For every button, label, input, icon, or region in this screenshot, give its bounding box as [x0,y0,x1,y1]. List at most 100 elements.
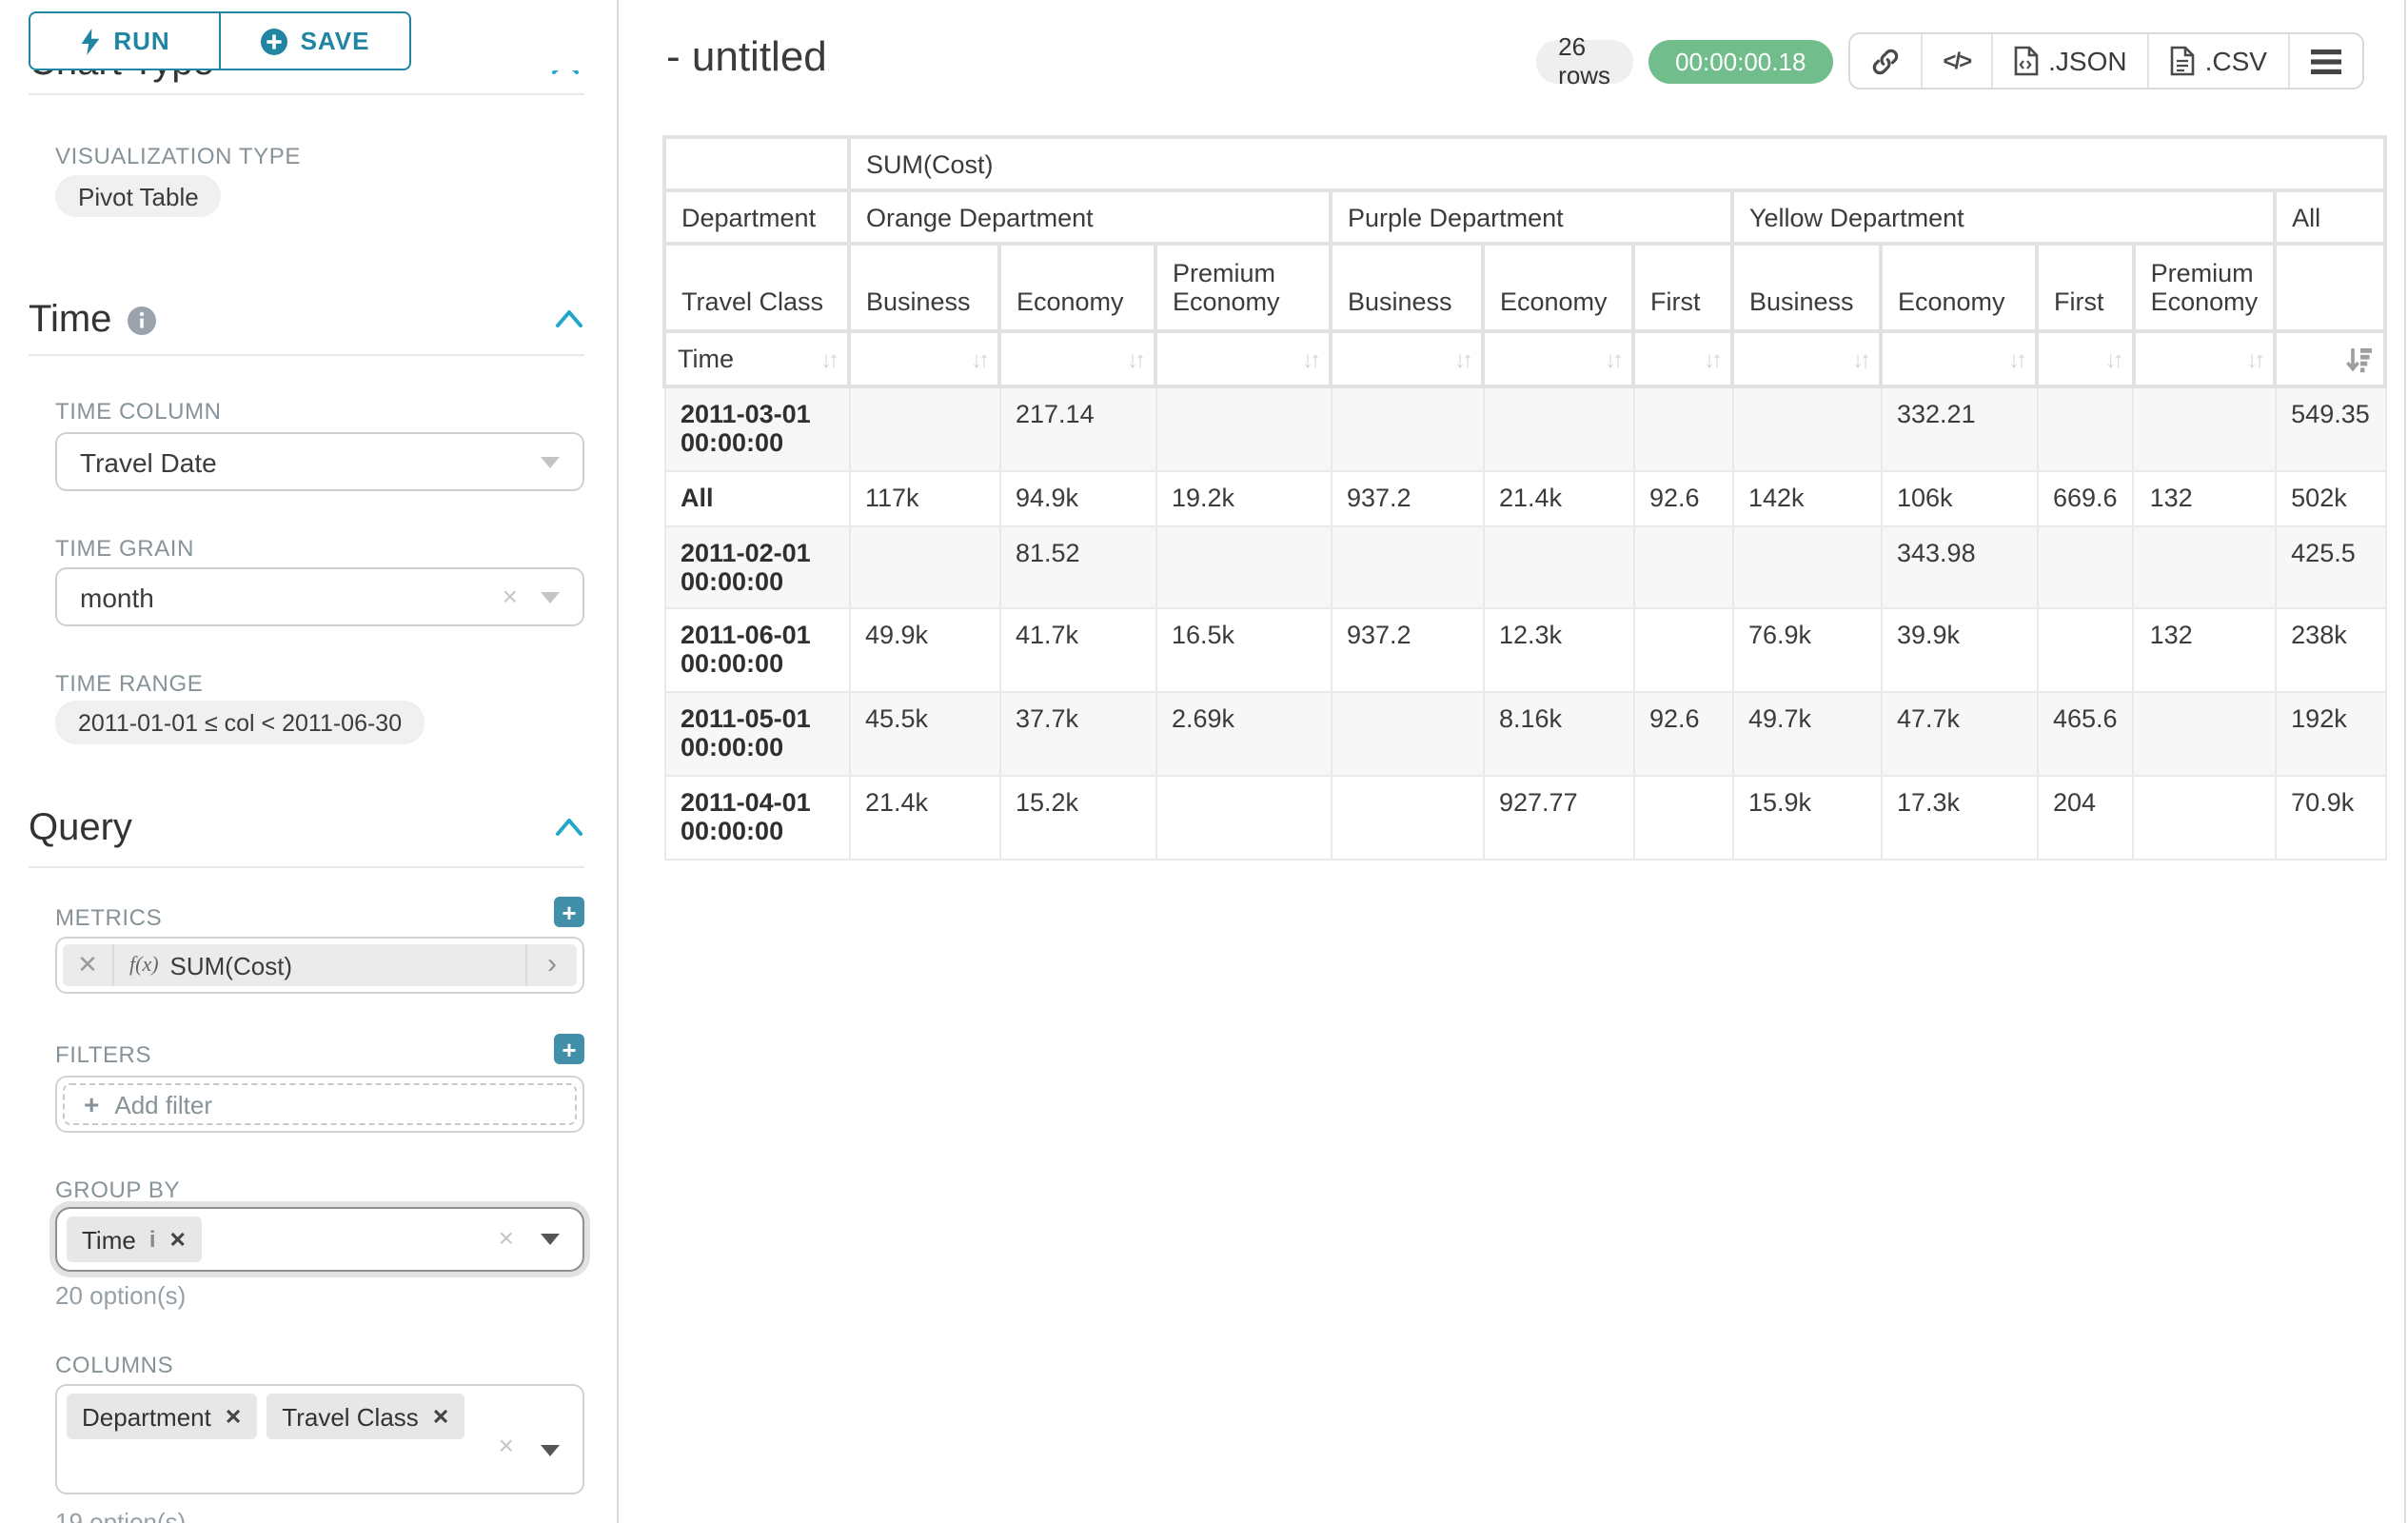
value-cell [1732,525,1881,607]
column-sort-cell[interactable]: ↓↑ [1483,331,1633,386]
option-pill[interactable]: Timei✕ [67,1216,202,1262]
option-pill[interactable]: Department ✕ [67,1394,257,1439]
scrollbar-track[interactable] [2404,0,2406,1523]
add-filter-plus-button[interactable]: + [554,1034,584,1064]
chevron-down-icon [541,1234,560,1245]
section-divider [29,354,584,356]
chart-title[interactable]: - untitled [666,32,827,82]
value-cell: 927.77 [1483,775,1633,859]
export-csv-button[interactable]: .CSV [2148,34,2288,88]
lightning-icon [79,28,100,54]
clear-icon[interactable]: × [499,1430,514,1460]
column-sort-cell[interactable]: ↓↑ [1881,331,2037,386]
time-collapse-icon[interactable] [556,310,582,327]
time-column-label: TIME COLUMN [55,398,222,425]
value-cell: 41.7k [999,607,1155,691]
sort-icon: ↓↑ [820,346,836,372]
department-header-row: Department Orange DepartmentPurple Depar… [664,190,2386,244]
save-button[interactable]: SAVE [219,13,409,69]
value-cell [1331,386,1483,470]
column-sort-cell[interactable]: ↓↑ [1155,331,1331,386]
value-cell: 39.9k [1881,607,2037,691]
remove-option-icon[interactable]: ✕ [225,1404,242,1429]
row-key-cell: 2011-03-01 00:00:00 [664,386,849,470]
value-cell [849,525,999,607]
value-cell: 49.7k [1732,691,1881,775]
file-code-icon [2014,46,2039,76]
sort-icon: ↓↑ [1454,346,1470,372]
add-filter-label: Add filter [114,1090,212,1118]
chevron-down-icon [541,591,560,603]
chevron-right-icon[interactable]: › [525,944,577,986]
json-button-label: .JSON [2048,46,2126,76]
link-icon [1870,47,1899,75]
explore-page: Chart Type RUN SAVE VISUALIZATION TYPE P… [0,0,2408,1523]
copy-link-button[interactable] [1849,34,1920,88]
column-sort-cell[interactable]: ↓↑ [1633,331,1732,386]
sort-icon: ↓↑ [1127,346,1142,372]
time-range-pill[interactable]: 2011-01-01 ≤ col < 2011-06-30 [55,701,424,744]
remove-metric-icon[interactable]: ✕ [63,944,114,986]
code-icon: </> [1943,48,1970,74]
menu-button[interactable] [2288,34,2362,88]
option-pill[interactable]: Travel Class✕ [266,1394,464,1439]
value-cell: 465.6 [2037,691,2134,775]
table-row: 2011-04-01 00:00:0021.4k15.2k927.7715.9k… [664,775,2386,859]
time-column-select[interactable]: Travel Date [55,432,584,491]
row-dimension-sort-cell[interactable]: Time ↓↑ [664,331,849,386]
column-sort-cell[interactable]: ↓↑ [2134,331,2276,386]
time-range-label: TIME RANGE [55,670,203,697]
value-cell: 106k [1881,470,2037,525]
table-row: 2011-06-01 00:00:0049.9k41.7k16.5k937.21… [664,607,2386,691]
add-filter-button[interactable]: + Add filter [63,1083,577,1125]
export-json-button[interactable]: .JSON [1991,34,2147,88]
sort-row: Time ↓↑ ↓↑↓↑↓↑↓↑↓↑↓↑↓↑↓↑↓↑↓↑ [664,331,2386,386]
travel-class-header: Business [849,244,999,331]
remove-option-icon[interactable]: ✕ [169,1227,187,1252]
metrics-label: METRICS [55,904,162,931]
option-pill-label: Department [82,1402,211,1431]
columns-select[interactable]: Department✕Travel Class✕ × [55,1384,584,1494]
value-cell: 2.69k [1155,691,1331,775]
remove-option-icon[interactable]: ✕ [432,1404,449,1429]
time-grain-label: TIME GRAIN [55,535,194,562]
metric-name: SUM(Cost) [170,951,293,979]
column-sort-cell[interactable]: ↓↑ [1331,331,1483,386]
value-cell: 37.7k [999,691,1155,775]
value-cell [1483,386,1633,470]
value-cell [2037,386,2134,470]
row-key-cell: 2011-06-01 00:00:00 [664,607,849,691]
column-sort-cell[interactable]: ↓↑ [849,331,999,386]
value-cell: 49.9k [849,607,999,691]
row-count-badge: 26 rows [1535,39,1633,83]
sub-dimension-cell: Travel Class [664,244,849,331]
column-sort-cell[interactable]: ↓↑ [2037,331,2134,386]
time-section-header[interactable]: Time [29,299,155,343]
value-cell: 132 [2134,470,2276,525]
visualization-type-label: VISUALIZATION TYPE [55,143,301,169]
value-cell [2134,525,2276,607]
column-sort-cell[interactable] [2275,331,2386,386]
travel-class-header-row: Travel Class Business Economy Premium Econ… [664,244,2386,331]
time-grain-select[interactable]: month × [55,567,584,626]
value-cell [1155,525,1331,607]
department-group-header: Purple Department [1331,190,1732,244]
clear-icon[interactable]: × [499,1222,514,1253]
column-sort-cell[interactable]: ↓↑ [1732,331,1881,386]
add-metric-button[interactable]: + [554,897,584,927]
travel-class-header: Premium Economy [1155,244,1331,331]
clear-icon[interactable]: × [503,580,518,610]
group-by-select[interactable]: Timei✕ × [55,1207,584,1272]
metric-pill[interactable]: ✕ f(x) SUM(Cost) › [63,944,577,986]
travel-class-header: Economy [1483,244,1633,331]
metrics-container: ✕ f(x) SUM(Cost) › [55,937,584,994]
visualization-type-pill[interactable]: Pivot Table [55,175,222,217]
query-section-header[interactable]: Query [29,807,132,851]
value-cell: 45.5k [849,691,999,775]
run-button-label: RUN [113,27,169,55]
column-sort-cell[interactable]: ↓↑ [999,331,1155,386]
header-toolbar: 26 rows 00:00:00.18 </> .JSON .CSV [1595,32,2364,89]
run-button[interactable]: RUN [30,13,219,69]
query-collapse-icon[interactable] [556,819,582,836]
embed-code-button[interactable]: </> [1920,34,1991,88]
